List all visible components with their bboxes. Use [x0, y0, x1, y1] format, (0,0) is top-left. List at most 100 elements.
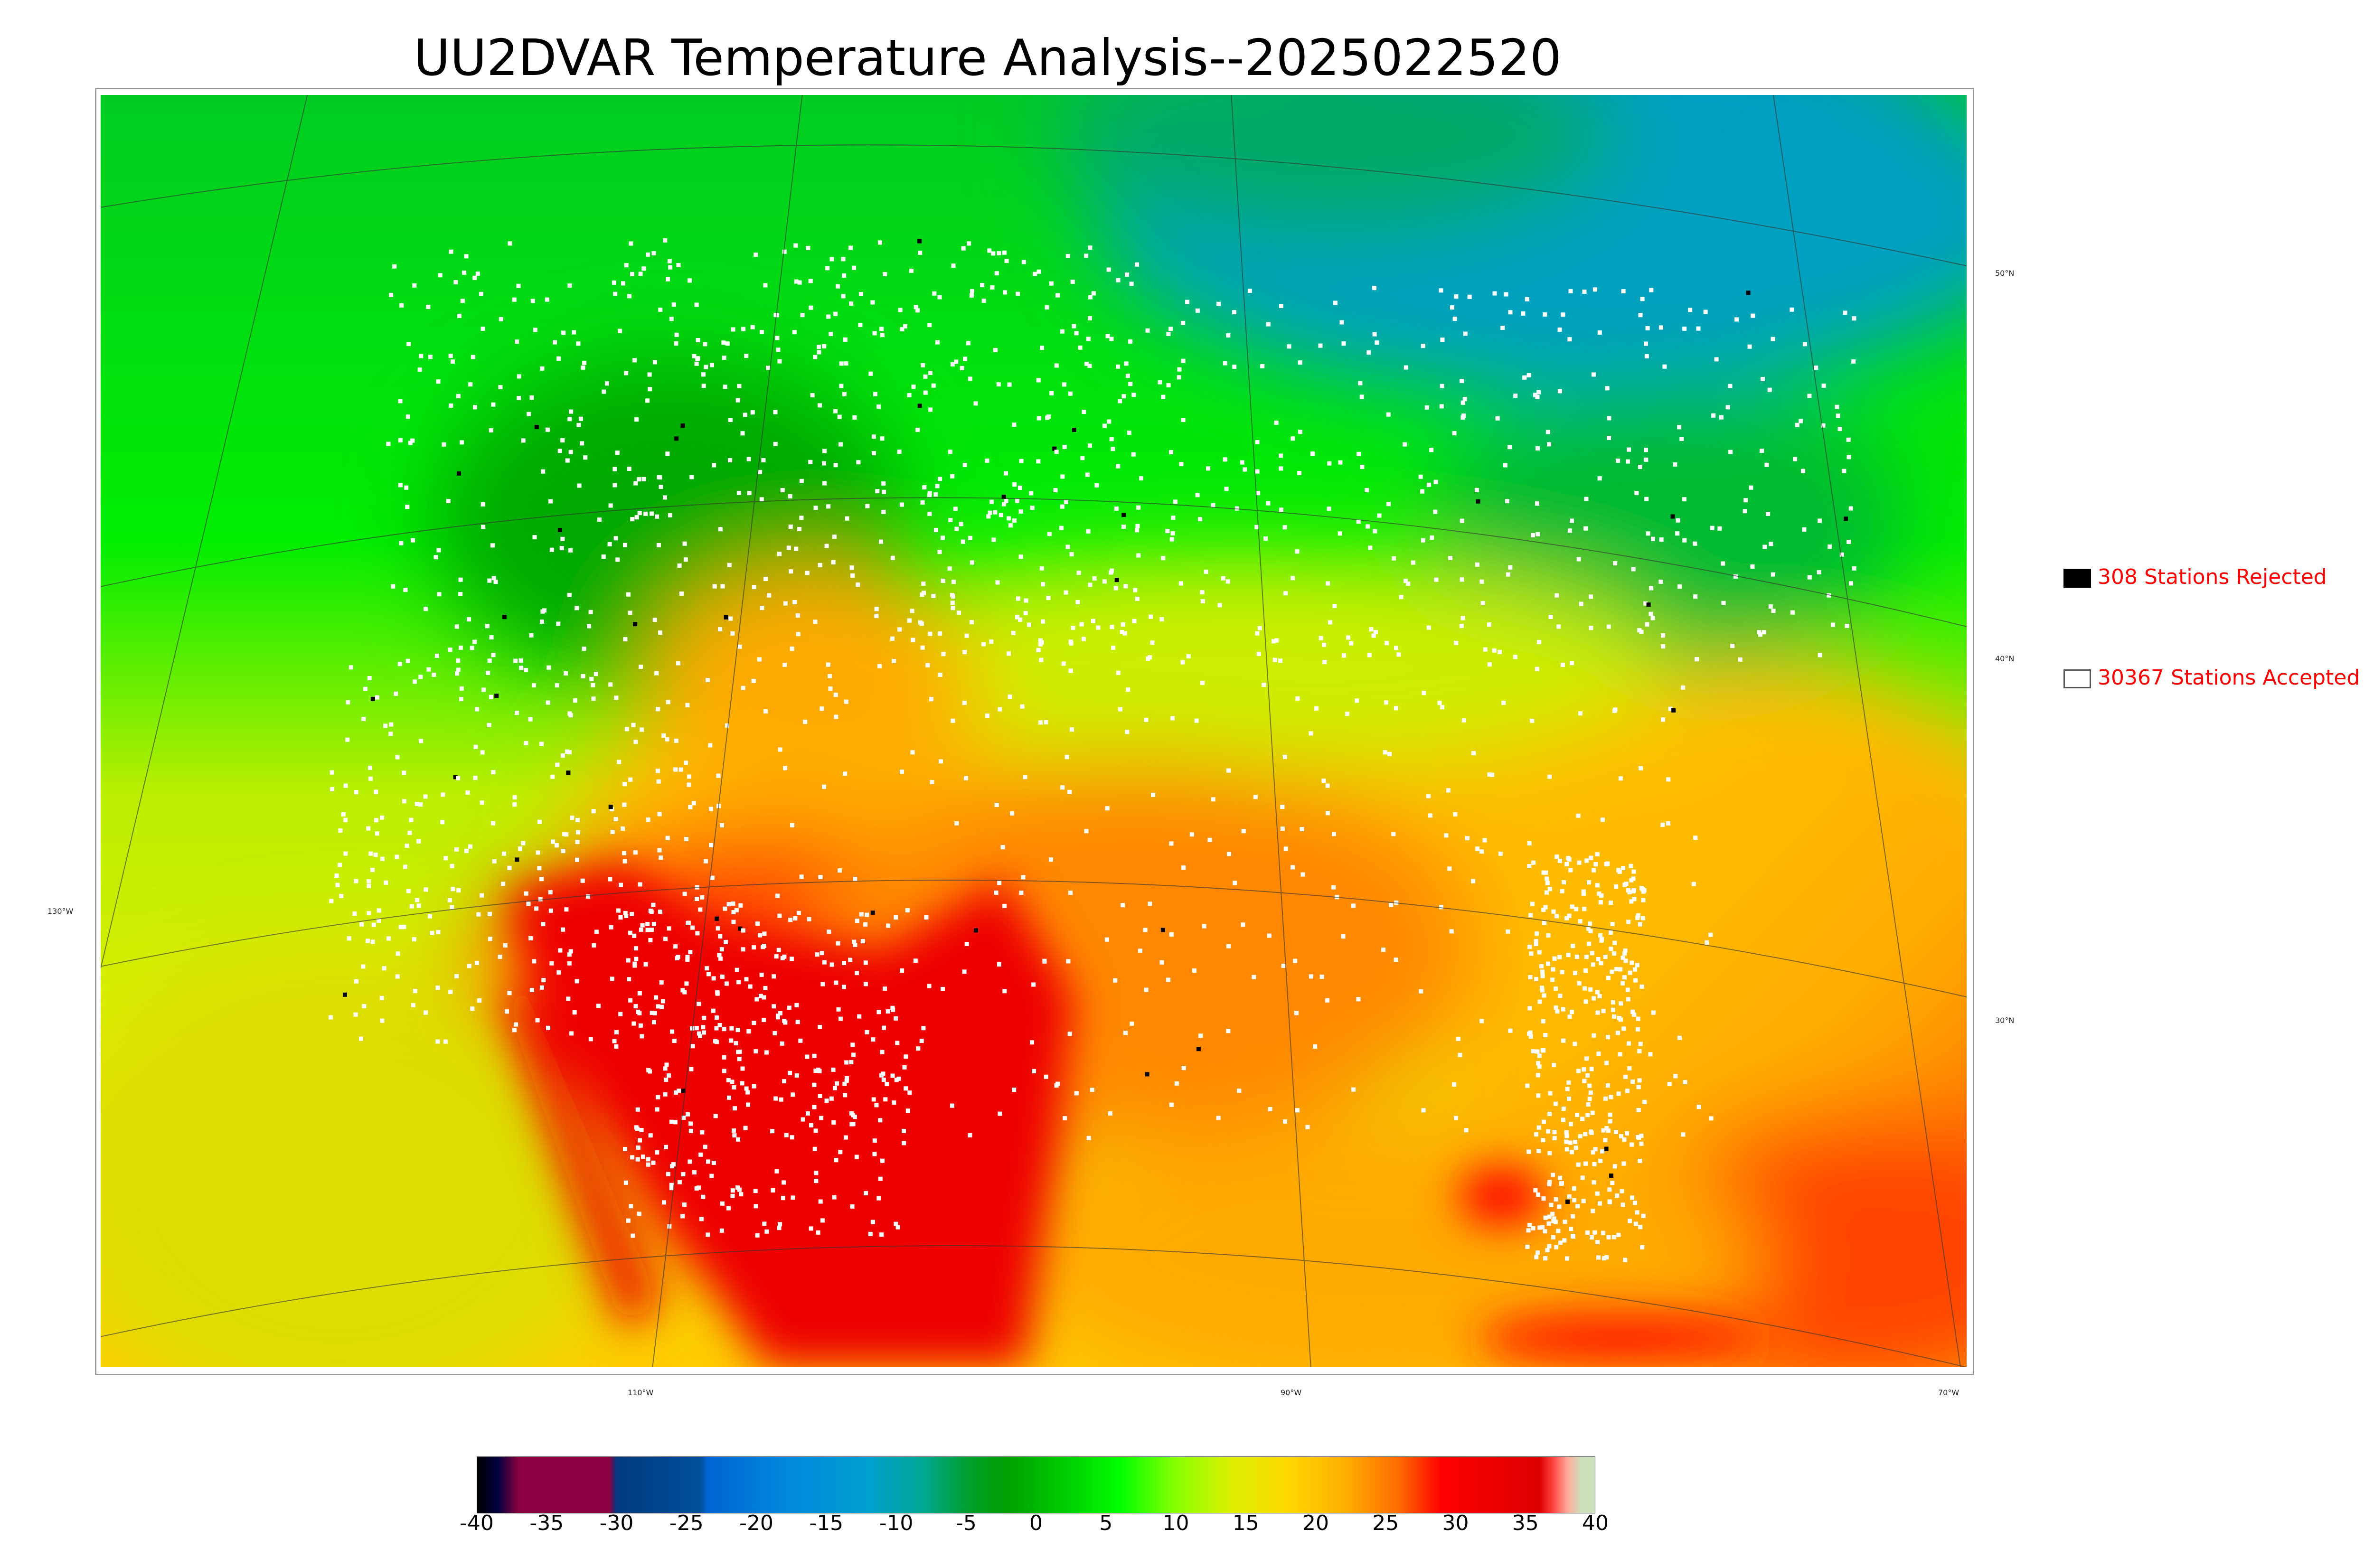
station-marker [1527, 841, 1532, 845]
station-marker [1528, 913, 1533, 918]
station-marker [1540, 1225, 1545, 1230]
station-marker [1790, 610, 1795, 615]
station-marker [512, 1028, 517, 1033]
station-marker [1576, 1069, 1581, 1073]
station-marker [377, 908, 381, 913]
station-marker [1608, 1119, 1612, 1124]
station-marker [1612, 1014, 1617, 1019]
station-marker [462, 270, 467, 275]
station-marker [1021, 260, 1026, 264]
station-marker [711, 976, 716, 981]
station-marker [1540, 974, 1545, 978]
station-marker [1675, 531, 1680, 536]
station-marker [1682, 326, 1687, 331]
station-marker [1038, 720, 1043, 725]
station-marker [532, 959, 537, 964]
station-marker [1771, 609, 1776, 613]
station-marker [1535, 1049, 1540, 1054]
station-marker [1279, 453, 1283, 458]
station-marker [1287, 344, 1291, 349]
station-marker [674, 436, 679, 441]
station-marker [1714, 357, 1719, 362]
station-marker [863, 960, 868, 965]
station-marker [1627, 1066, 1632, 1071]
station-marker [1597, 476, 1602, 481]
temperature-analysis-map[interactable] [101, 95, 1967, 1367]
station-marker [1633, 967, 1638, 972]
station-marker [731, 920, 736, 924]
station-marker [442, 442, 446, 447]
station-marker [549, 547, 554, 552]
station-marker [754, 997, 759, 1002]
colorbar-tick-label: -10 [879, 1511, 914, 1535]
station-marker [737, 1057, 742, 1061]
station-marker [633, 622, 638, 627]
station-marker [809, 1226, 813, 1231]
station-marker [805, 571, 810, 575]
station-marker [618, 1012, 623, 1016]
station-marker [1054, 1083, 1059, 1088]
station-marker [1583, 999, 1588, 1004]
station-marker [1548, 615, 1553, 619]
station-marker [848, 245, 853, 250]
station-marker [1283, 591, 1288, 596]
station-marker [1059, 526, 1064, 530]
station-marker [1012, 423, 1017, 427]
station-marker [591, 683, 595, 687]
station-marker [1771, 572, 1775, 577]
station-marker [838, 868, 842, 873]
station-marker [894, 1016, 898, 1021]
station-marker [1695, 657, 1699, 662]
station-marker [1130, 1021, 1134, 1026]
station-marker [833, 409, 838, 413]
station-marker [456, 394, 461, 398]
station-marker [1531, 860, 1536, 865]
station-marker [1471, 751, 1476, 755]
station-marker [1122, 631, 1127, 636]
station-marker [1327, 507, 1331, 511]
station-marker [597, 517, 602, 522]
station-marker [1807, 394, 1812, 398]
station-marker [1711, 413, 1716, 418]
station-marker [697, 1031, 701, 1036]
station-marker [951, 718, 955, 723]
station-marker [646, 817, 650, 822]
station-marker [1300, 872, 1305, 877]
station-marker [612, 280, 616, 285]
station-marker [346, 700, 350, 704]
station-marker [1444, 833, 1449, 838]
station-marker [1661, 633, 1666, 638]
station-marker [722, 1069, 726, 1073]
station-marker [777, 913, 782, 918]
station-marker [1234, 506, 1239, 511]
station-marker [927, 984, 932, 988]
station-marker [822, 449, 827, 453]
station-marker [1639, 984, 1644, 989]
station-marker [727, 563, 732, 567]
station-marker [803, 720, 808, 724]
station-marker [568, 548, 573, 553]
station-marker [1291, 865, 1295, 870]
station-marker [1135, 528, 1140, 533]
station-marker [1074, 331, 1079, 336]
station-marker [472, 275, 477, 280]
station-marker [950, 593, 954, 598]
station-marker [1226, 1029, 1231, 1033]
station-marker [501, 882, 506, 886]
station-marker [808, 279, 813, 283]
station-marker [487, 578, 492, 583]
station-marker [771, 1188, 775, 1192]
station-marker [1403, 442, 1407, 447]
station-marker [1592, 1162, 1597, 1166]
station-marker [375, 695, 379, 700]
station-marker [743, 1126, 748, 1130]
station-marker [507, 991, 512, 995]
colorbar-tick-label: -35 [529, 1511, 564, 1535]
station-marker [518, 658, 523, 663]
station-marker [633, 481, 638, 486]
station-marker [720, 1201, 725, 1206]
station-marker [359, 922, 364, 927]
station-marker [924, 915, 929, 920]
station-marker [1582, 907, 1587, 911]
station-marker [1817, 570, 1821, 574]
